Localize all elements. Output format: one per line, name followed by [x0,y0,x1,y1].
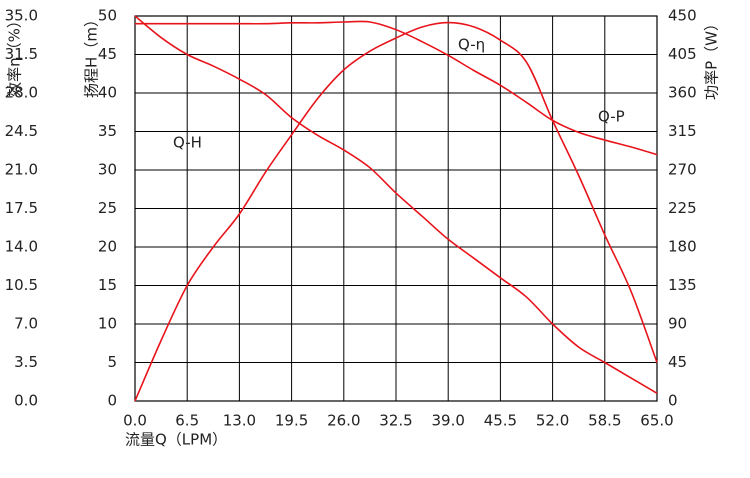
y-tick-label: 0 [107,392,117,410]
y3-tick-label: 24.5 [5,122,38,140]
y3-tick-label: 7.0 [14,315,38,333]
y3-tick-label: 21.0 [5,161,38,179]
y2-tick-label: 225 [668,199,697,217]
y3-tick-label: 28.0 [5,84,38,102]
y-tick-label: 40 [98,84,117,102]
x-tick-label: 6.5 [175,412,199,430]
y-tick-label: 10 [98,315,117,333]
curve-label: Q-H [173,134,202,152]
curve [134,15,658,394]
y-tick-label: 25 [98,199,117,217]
y2-tick-label: 315 [668,122,697,140]
y3-tick-label: 10.5 [5,276,38,294]
plot-frame [134,15,658,402]
y3-tick-label: 17.5 [5,199,38,217]
y3-tick-label: 3.5 [14,353,38,371]
y3-tick-label: 14.0 [5,238,38,256]
y-tick-label: 50 [98,7,117,25]
y3-tick-label: 31.5 [5,45,38,63]
y3-tick-label: 0.0 [14,392,38,410]
x-axis-title: 流量Q（LPM） [125,431,227,449]
x-tick-label: 45.5 [484,412,517,430]
x-tick-label: 26.0 [327,412,360,430]
y-tick-label: 35 [98,122,117,140]
head-axis-title: 扬程H（m） [83,12,101,98]
x-tick-label: 19.5 [275,412,308,430]
curve-label: Q-P [598,108,625,126]
y2-tick-label: 90 [668,315,687,333]
y2-tick-label: 180 [668,238,697,256]
y-tick-label: 30 [98,161,117,179]
x-tick-label: 0.0 [123,412,147,430]
x-tick-label: 52.0 [536,412,569,430]
efficiency-axis-title: 效率η（%） [6,13,24,97]
y3-tick-label: 35.0 [5,7,38,25]
curve-label: Q-η [458,36,485,54]
x-tick-label: 39.0 [431,412,464,430]
y2-tick-label: 270 [668,161,697,179]
x-tick-label: 65.0 [640,412,673,430]
y2-tick-label: 45 [668,353,687,371]
x-tick-label: 58.5 [588,412,621,430]
y2-tick-label: 360 [668,84,697,102]
y2-tick-label: 450 [668,7,697,25]
curve [135,20,658,156]
y2-tick-label: 405 [668,45,697,63]
x-tick-label: 13.0 [223,412,256,430]
y2-tick-label: 135 [668,276,697,294]
y-tick-label: 20 [98,238,117,256]
y-tick-label: 45 [98,45,117,63]
power-axis-title: 功率P（W） [703,16,721,100]
y-tick-label: 15 [98,276,117,294]
x-tick-label: 32.5 [379,412,412,430]
y2-tick-label: 0 [668,392,678,410]
y-tick-label: 5 [107,353,117,371]
curve [134,21,658,402]
